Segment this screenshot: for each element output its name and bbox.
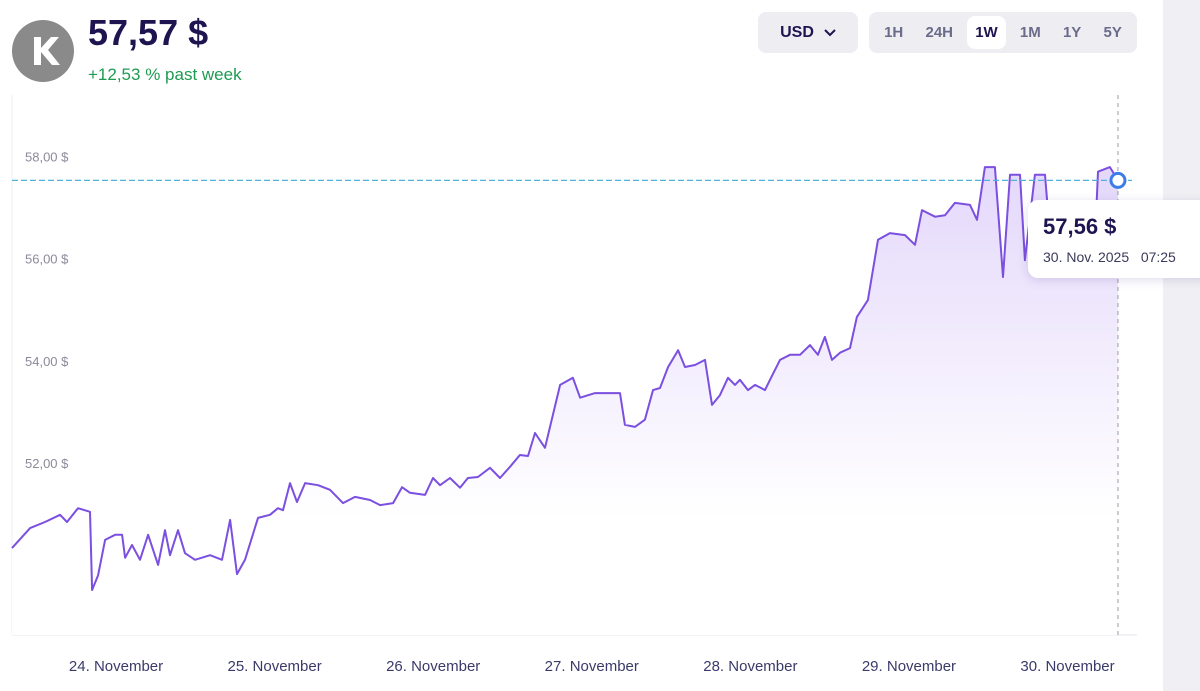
range-button[interactable]: 5Y xyxy=(1103,24,1122,41)
y-tick-label: 52,00 $ xyxy=(25,456,69,471)
y-tick-label: 58,00 $ xyxy=(25,149,69,164)
area xyxy=(12,167,1118,635)
price: 57,57 $ xyxy=(88,12,209,53)
logo xyxy=(12,20,74,82)
side-strip xyxy=(1163,0,1200,691)
currency-select[interactable]: USD xyxy=(758,12,858,53)
tooltip-date: 30. Nov. 2025 07:25 xyxy=(1043,249,1176,265)
range-button[interactable]: 1Y xyxy=(1062,24,1082,41)
range-selector: 1H 24H 1W 1M 1Y 5Y xyxy=(869,12,1137,53)
tooltip-value: 57,56 $ xyxy=(1043,214,1117,239)
price-change: +12,53 % past week xyxy=(88,65,242,84)
hover-point xyxy=(1109,171,1127,189)
x-tick-label: 25. November xyxy=(228,658,322,675)
range-button[interactable]: 1H xyxy=(884,24,904,41)
y-tick-label: 54,00 $ xyxy=(25,354,69,369)
y-tick-label: 56,00 $ xyxy=(25,252,69,267)
chart: 50,00 $52,00 $54,00 $56,00 $58,00 $24. N… xyxy=(11,95,1137,675)
x-tick-label: 28. November xyxy=(703,658,797,675)
range-button[interactable]: 1W xyxy=(967,16,1006,49)
line xyxy=(11,166,1119,591)
x-tick-label: 30. November xyxy=(1020,658,1114,675)
range-button[interactable]: 24H xyxy=(925,24,954,41)
x-tick-label: 29. November xyxy=(862,658,956,675)
x-tick-label: 27. November xyxy=(545,658,639,675)
currency: USD xyxy=(780,23,814,41)
x-tick-label: 26. November xyxy=(386,658,480,675)
tooltip-day: 30. Nov. 2025 xyxy=(1043,249,1130,265)
x-tick-label: 24. November xyxy=(69,658,163,675)
range-button[interactable]: 1M xyxy=(1019,24,1041,41)
tooltip: 57,56 $ 30. Nov. 2025 07:25 xyxy=(1028,200,1200,278)
tooltip-time: 07:25 xyxy=(1140,249,1176,265)
